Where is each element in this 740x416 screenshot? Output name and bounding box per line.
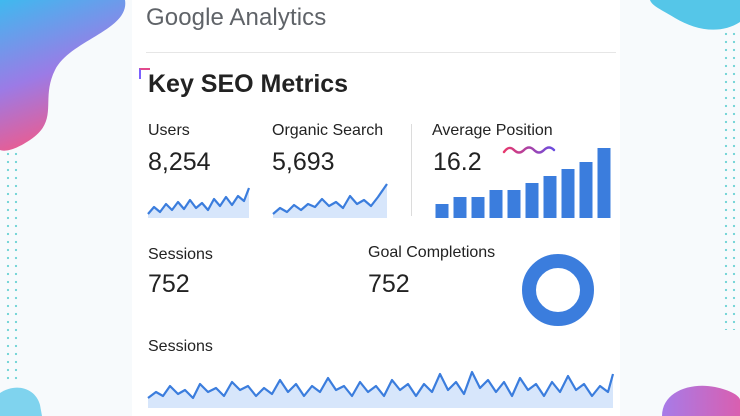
goal-completions-label: Goal Completions [368,244,496,261]
organic-search-value: 5,693 [272,148,335,176]
decorative-blob-bottom-left [0,387,42,416]
average-position-value: 16.2 [433,148,482,176]
position-bar [489,190,503,218]
position-bar [597,148,611,218]
organic-search-label: Organic Search [272,122,384,139]
goal-completions-value: 752 [368,270,410,298]
header-divider [146,52,616,53]
position-bar [543,176,557,218]
decorative-blob-top-right [650,0,740,30]
sessions-chart-label: Sessions [148,338,213,355]
position-bar [561,169,575,218]
position-bar [507,190,521,218]
decorative-blob-bottom-right [662,385,740,416]
decorative-dots-right [722,30,736,330]
dashboard-title: Key SEO Metrics [148,70,349,98]
decorative-blob-top-left [0,0,126,151]
position-bar [435,204,449,218]
metrics-divider [411,124,412,216]
donut-ring [522,254,594,326]
google-analytics-logo: Google Analytics [146,4,327,31]
sessions-value: 752 [148,270,190,298]
position-bar [471,197,485,218]
sessions-label: Sessions [148,246,213,263]
goal-completions-donut[interactable] [518,250,598,330]
position-bar [579,162,593,218]
squiggle-decoration [502,146,556,154]
position-bar [453,197,467,218]
sessions-line-chart[interactable] [147,362,615,408]
title-corner-accent [139,68,150,79]
users-sparkline[interactable] [147,182,251,218]
decorative-dots-left [4,150,18,380]
users-value: 8,254 [148,148,211,176]
average-position-label: Average Position [432,122,553,139]
average-position-bar-chart[interactable] [433,146,613,218]
users-label: Users [148,122,190,139]
organic-search-sparkline[interactable] [272,182,389,218]
position-bar [525,183,539,218]
